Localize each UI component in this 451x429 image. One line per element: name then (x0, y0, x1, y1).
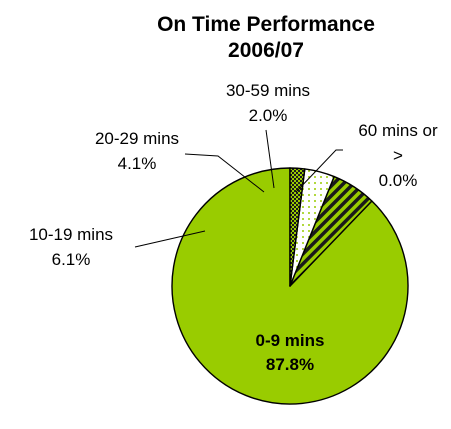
slice-label-20-29-mins-value: 4.1% (118, 154, 157, 173)
slice-label-60-mins-or-name-1: > (393, 146, 403, 165)
slice-label-30-59-mins-name-0: 30-59 mins (226, 81, 310, 100)
leader-line-30-59-mins (265, 129, 275, 189)
pie-slice-30-59-mins (289, 167, 306, 287)
chart-title: On Time Performance (157, 13, 375, 36)
slice-label-0-9-mins-value: 87.8% (266, 355, 314, 374)
leader-line-60-mins-or (295, 149, 343, 193)
leader-lines (134, 129, 343, 248)
leader-line-10-19-mins (134, 230, 206, 248)
slice-label-10-19-mins-name-0: 10-19 mins (29, 225, 113, 244)
leader-line-20-29-mins (184, 153, 265, 193)
slice-label-20-29-mins-name-0: 20-29 mins (95, 129, 179, 148)
slice-label-0-9-mins-name-0: 0-9 mins (256, 331, 325, 350)
pie-slices (171, 167, 409, 405)
slice-label-10-19-mins-value: 6.1% (52, 250, 91, 269)
slice-label-60-mins-or-value: 0.0% (379, 171, 418, 190)
chart-subtitle: 2006/07 (228, 39, 304, 62)
slice-label-30-59-mins-value: 2.0% (249, 106, 288, 125)
slice-labels: 0-9 mins 87.8% 10-19 mins 6.1% 20-29 mins 4.1… (29, 81, 438, 374)
slice-label-60-mins-or-name-0: 60 mins or (358, 121, 438, 140)
